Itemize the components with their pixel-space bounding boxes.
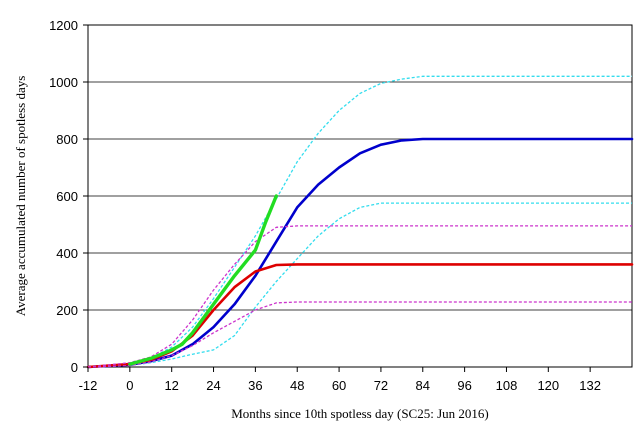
y-tick-label: 1000 [49,75,78,90]
x-tick-label: 24 [206,378,220,393]
y-tick-label: 1200 [49,18,78,33]
tick-layer: -12 0 12 24 36 48 60 72 84 96 108 120 13202004006008… [49,18,601,393]
x-tick-label: 36 [248,378,262,393]
series-line-6 [128,194,278,366]
x-tick-label: 132 [579,378,601,393]
x-axis-title: Months since 10th spotless day (SC25: Ju… [231,406,488,421]
series-line-1 [87,75,632,368]
y-tick-label: 800 [56,132,78,147]
series-line-5 [87,301,632,368]
y-axis-title: Average accumulated number of spotless d… [13,76,28,317]
x-tick-label: 84 [416,378,430,393]
x-tick-label: 12 [164,378,178,393]
series-line-4 [87,225,632,368]
x-tick-label: 0 [126,378,133,393]
series-line-2 [87,202,632,368]
x-tick-label: 48 [290,378,304,393]
x-tick-label: 72 [374,378,388,393]
y-tick-label: 400 [56,246,78,261]
y-tick-label: 0 [71,360,78,375]
y-tick-label: 200 [56,303,78,318]
x-tick-label: 120 [537,378,559,393]
x-tick-label: 60 [332,378,346,393]
x-tick-label: -12 [79,378,98,393]
x-tick-label: 108 [496,378,518,393]
y-tick-label: 600 [56,189,78,204]
x-tick-label: 96 [457,378,471,393]
series-layer [86,75,634,369]
